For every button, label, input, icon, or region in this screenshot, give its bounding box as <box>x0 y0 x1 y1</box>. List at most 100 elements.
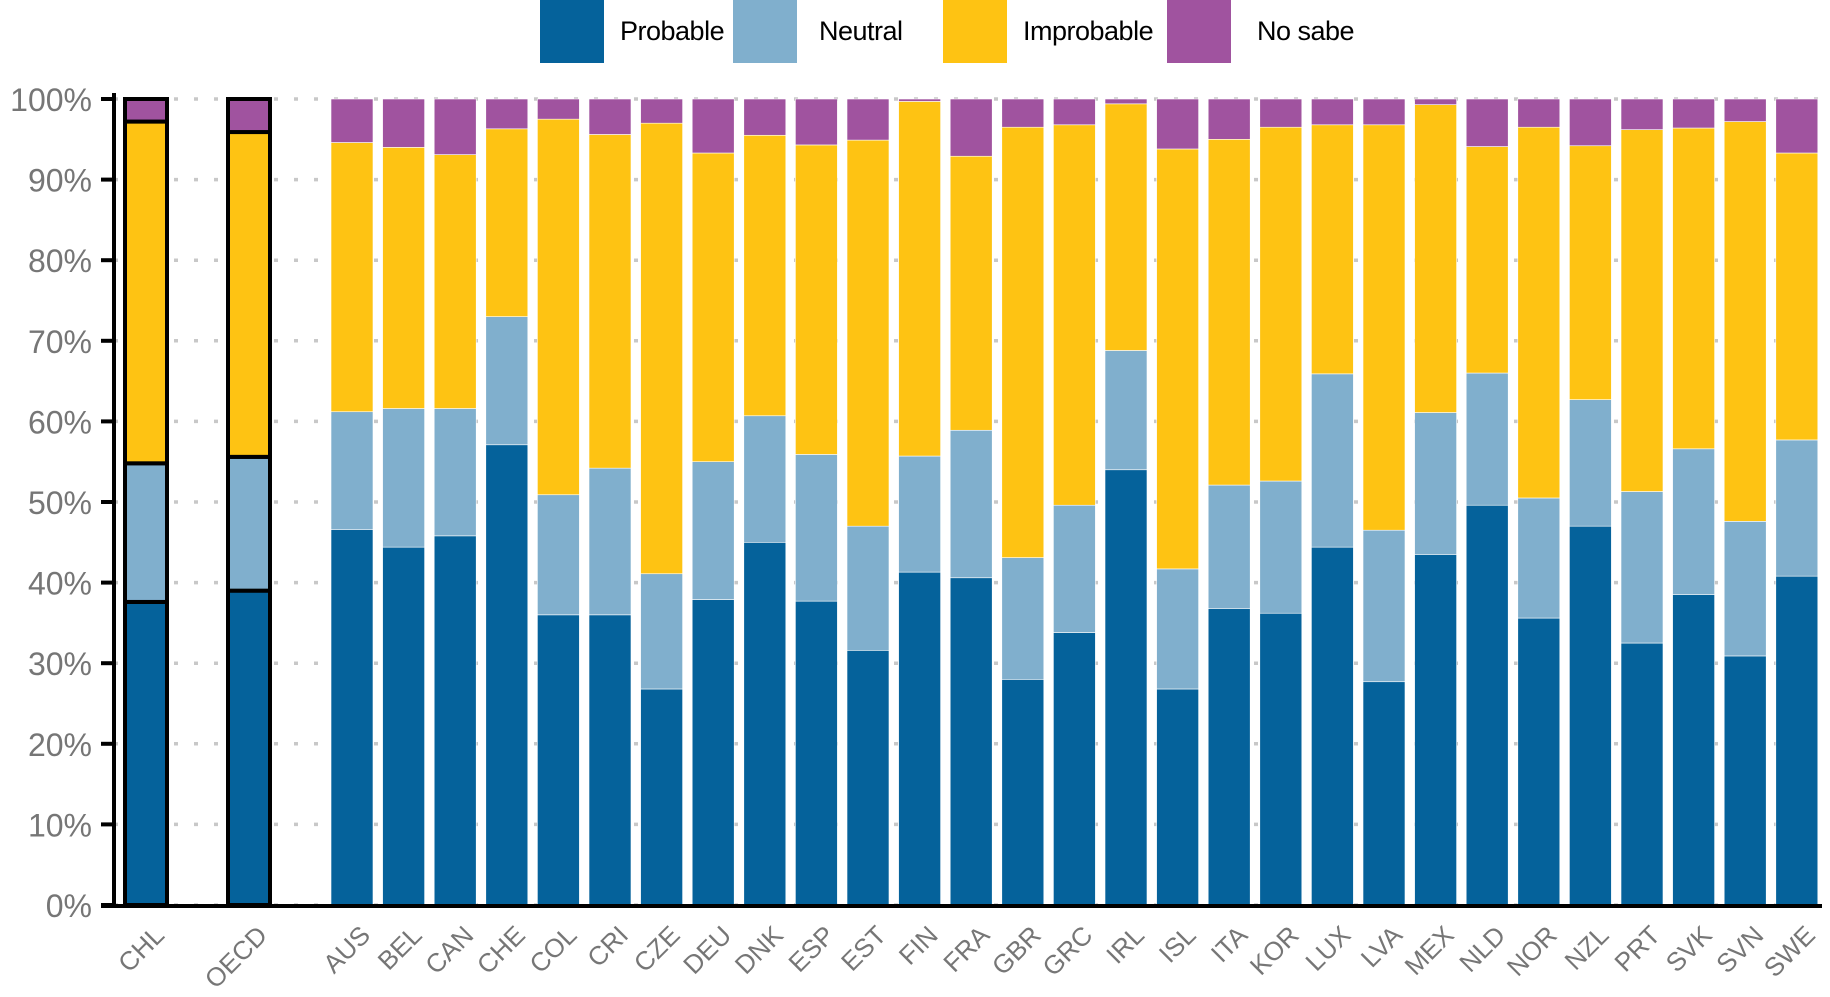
bar-lva-neutral <box>1362 529 1406 683</box>
bar-oecd-no-sabe <box>226 97 272 135</box>
bar-grc-no-sabe <box>1053 98 1096 126</box>
bar-bel-probable <box>382 546 425 906</box>
bar-group-mex <box>1414 98 1457 906</box>
bar-aus-probable <box>330 529 374 906</box>
bar-mex-neutral <box>1414 412 1457 555</box>
bar-group-lva <box>1362 98 1406 906</box>
bar-dnk-improbable <box>743 134 787 417</box>
x-tick-label-lva: LVA <box>1355 919 1409 973</box>
bar-irl-neutral <box>1104 350 1148 471</box>
bar-esp-probable <box>795 600 838 906</box>
x-tick-label-grc: GRC <box>1036 920 1098 982</box>
bar-cri-probable <box>588 614 632 906</box>
bar-ita-probable <box>1207 608 1251 906</box>
bar-grc-probable <box>1053 632 1096 906</box>
bar-est-probable <box>846 650 890 906</box>
bar-mex-improbable <box>1414 104 1457 413</box>
legend-label-neutral: Neutral <box>819 16 903 46</box>
x-tick-label-nld: NLD <box>1453 920 1511 978</box>
bar-esp-neutral <box>795 454 838 602</box>
bar-group-cri <box>588 98 632 906</box>
bar-nzl-improbable <box>1569 145 1612 400</box>
legend-item-neutral: Neutral <box>733 0 903 63</box>
bar-group-esp <box>795 98 838 906</box>
x-tick-label-chl: CHL <box>112 920 170 978</box>
bar-prt-neutral <box>1620 491 1664 644</box>
bar-svk-probable <box>1672 594 1715 906</box>
bar-mex-probable <box>1414 554 1457 906</box>
bar-chl-probable <box>123 599 169 907</box>
bar-group-svn <box>1723 98 1767 906</box>
bar-nor-no-sabe <box>1517 98 1561 128</box>
bar-dnk-no-sabe <box>743 98 787 136</box>
bar-gbr-probable <box>1001 679 1045 906</box>
bar-svn-no-sabe <box>1723 98 1767 122</box>
bar-group-nld <box>1465 98 1509 906</box>
bar-group-aus <box>330 98 374 906</box>
x-tick-label-deu: DEU <box>677 920 737 980</box>
bar-group-grc <box>1053 98 1096 906</box>
bar-col-probable <box>537 614 580 906</box>
bar-deu-no-sabe <box>691 98 735 154</box>
legend-swatch-no-sabe <box>1167 0 1231 63</box>
bar-ita-neutral <box>1207 484 1251 609</box>
bar-nld-no-sabe <box>1465 98 1509 147</box>
bar-group-irl <box>1104 98 1148 906</box>
bar-gbr-neutral <box>1001 557 1045 680</box>
bar-irl-improbable <box>1104 103 1148 351</box>
bar-prt-probable <box>1620 642 1664 906</box>
y-axis-ticks: 0% 10% 20% 30% 40% 50% 60% 70% 80% 90% 100% <box>10 82 114 924</box>
x-tick-label-svk: SVK <box>1660 919 1718 977</box>
bar-group-swe <box>1775 98 1819 906</box>
bar-group-nor <box>1517 98 1561 906</box>
x-tick-label-dnk: DNK <box>729 919 789 979</box>
x-tick-label-est: EST <box>835 920 892 977</box>
x-tick-label-nor: NOR <box>1501 920 1563 982</box>
x-tick-label-bel: BEL <box>372 920 428 976</box>
bar-swe-probable <box>1775 575 1819 906</box>
bar-grc-neutral <box>1053 504 1096 633</box>
bar-bel-improbable <box>382 147 425 409</box>
legend-swatch-probable <box>540 0 604 63</box>
bar-group-lux <box>1311 98 1354 906</box>
y-tick-label: 80% <box>28 243 92 279</box>
legend-item-improbable: Improbable <box>943 0 1154 63</box>
x-tick-label-col: COL <box>523 920 582 979</box>
bar-cri-neutral <box>588 467 632 616</box>
bar-fra-improbable <box>949 155 993 431</box>
bar-dnk-neutral <box>743 415 787 543</box>
bar-bel-neutral <box>382 408 425 548</box>
bar-can-probable <box>433 535 477 906</box>
bar-nld-probable <box>1465 504 1509 906</box>
bar-fra-probable <box>949 577 993 906</box>
bar-can-neutral <box>433 408 477 537</box>
x-tick-label-aus: AUS <box>317 920 376 979</box>
y-tick-label: 70% <box>28 324 92 360</box>
bar-ita-improbable <box>1207 139 1251 486</box>
bar-che-neutral <box>485 316 529 446</box>
bar-lux-no-sabe <box>1311 98 1354 126</box>
bar-fin-improbable <box>898 101 941 457</box>
x-tick-label-kor: KOR <box>1244 920 1305 981</box>
bar-nor-neutral <box>1517 497 1561 619</box>
bar-nor-probable <box>1517 617 1561 906</box>
bar-oecd-neutral <box>226 454 272 593</box>
bar-cze-probable <box>640 688 683 906</box>
bar-aus-improbable <box>330 142 374 413</box>
bar-fra-neutral <box>949 429 993 579</box>
bar-col-neutral <box>537 494 580 616</box>
bar-fra-no-sabe <box>949 98 993 157</box>
legend-swatch-neutral <box>733 0 797 63</box>
bar-oecd-probable <box>226 588 272 907</box>
bar-prt-no-sabe <box>1620 98 1664 130</box>
bar-svk-improbable <box>1672 127 1715 450</box>
bar-fin-neutral <box>898 455 941 573</box>
bar-svn-improbable <box>1723 121 1767 522</box>
bar-che-no-sabe <box>485 98 529 130</box>
y-tick-label: 30% <box>28 646 92 682</box>
x-axis-ticks: CHL OECD AUSBELCANCHECOLCRICZEDEUDNKESPEST… <box>112 919 1821 994</box>
x-tick-label-can: CAN <box>419 920 479 980</box>
x-tick-label-gbr: GBR <box>986 920 1047 981</box>
y-tick-label: 50% <box>28 485 92 521</box>
